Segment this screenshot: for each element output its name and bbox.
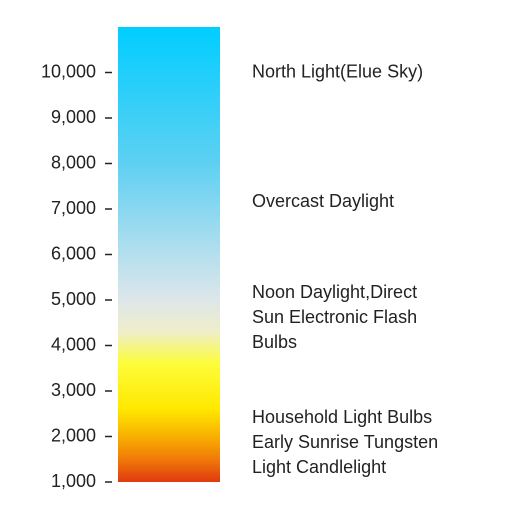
y-tick-label: 2,000 xyxy=(51,425,96,445)
annotation: Light Candlelight xyxy=(252,457,386,477)
y-tick-label: 9,000 xyxy=(51,107,96,127)
annotation: Overcast Daylight xyxy=(252,191,394,211)
annotation: Household Light Bulbs xyxy=(252,407,432,427)
y-tick-label: 4,000 xyxy=(51,334,96,354)
y-tick-label: 5,000 xyxy=(51,289,96,309)
y-tick-label: 3,000 xyxy=(51,380,96,400)
y-tick-label: 6,000 xyxy=(51,243,96,263)
y-tick-label: 10,000 xyxy=(41,61,96,81)
annotation: Sun Electronic Flash xyxy=(252,307,417,327)
annotation: Early Sunrise Tungsten xyxy=(252,432,438,452)
annotation: North Light(Elue Sky) xyxy=(252,61,423,81)
annotation: Bulbs xyxy=(252,332,297,352)
y-tick-label: 1,000 xyxy=(51,471,96,491)
y-tick-label: 8,000 xyxy=(51,152,96,172)
annotation: Noon Daylight,Direct xyxy=(252,282,417,302)
y-tick-label: 7,000 xyxy=(51,198,96,218)
color-bar xyxy=(118,27,220,482)
